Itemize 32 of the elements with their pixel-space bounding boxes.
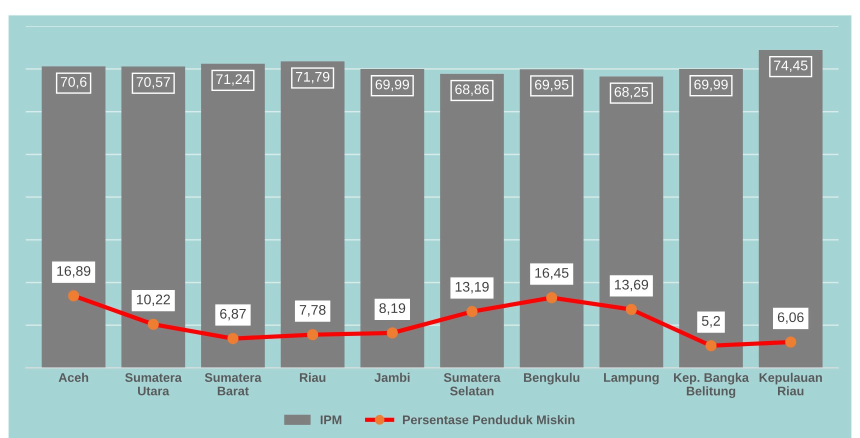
data-label: 71,24 bbox=[216, 74, 250, 86]
data-label: 74,45 bbox=[774, 60, 808, 72]
data-label: 68,86 bbox=[455, 84, 489, 96]
data-label: 5,2 bbox=[702, 316, 720, 328]
x-tick-label: Bengkulu bbox=[524, 372, 580, 384]
legend-label: Persentase Penduduk Miskin bbox=[402, 415, 574, 424]
x-tick-label: Kep. Bangka Belitung bbox=[674, 372, 749, 398]
x-tick-label: Sumatera Selatan bbox=[444, 373, 501, 396]
data-label: 69,99 bbox=[694, 80, 728, 92]
data-label: 6,06 bbox=[778, 312, 804, 324]
data-label: 68,25 bbox=[614, 87, 648, 98]
data-label: 6,87 bbox=[220, 308, 246, 320]
x-tick-label: Sumatera Utara bbox=[125, 373, 182, 396]
x-tick-label: Sumatera Barat bbox=[204, 373, 262, 396]
x-tick-label: Riau bbox=[300, 372, 326, 382]
data-label: 7,78 bbox=[300, 304, 326, 316]
data-label: 16,89 bbox=[57, 266, 90, 278]
x-tick-label: Jambi bbox=[374, 372, 410, 382]
data-label: 69,95 bbox=[534, 80, 568, 92]
data-label: 10,22 bbox=[136, 294, 170, 306]
data-label: 70,57 bbox=[136, 77, 170, 89]
data-label: 13,19 bbox=[456, 282, 489, 294]
x-tick-label: Aceh bbox=[58, 372, 88, 382]
x-tick-label: Lampung bbox=[604, 373, 659, 384]
x-tick-label: Kepulauan Riau bbox=[760, 372, 822, 396]
legend-label: IPM bbox=[320, 416, 342, 424]
data-label: 71,79 bbox=[296, 72, 330, 84]
data-label: 13,69 bbox=[615, 280, 648, 292]
data-label: 70,6 bbox=[60, 76, 87, 88]
data-label: 69,99 bbox=[376, 80, 410, 92]
data-label: 8,19 bbox=[379, 303, 406, 315]
data-label: 16,45 bbox=[535, 268, 568, 280]
